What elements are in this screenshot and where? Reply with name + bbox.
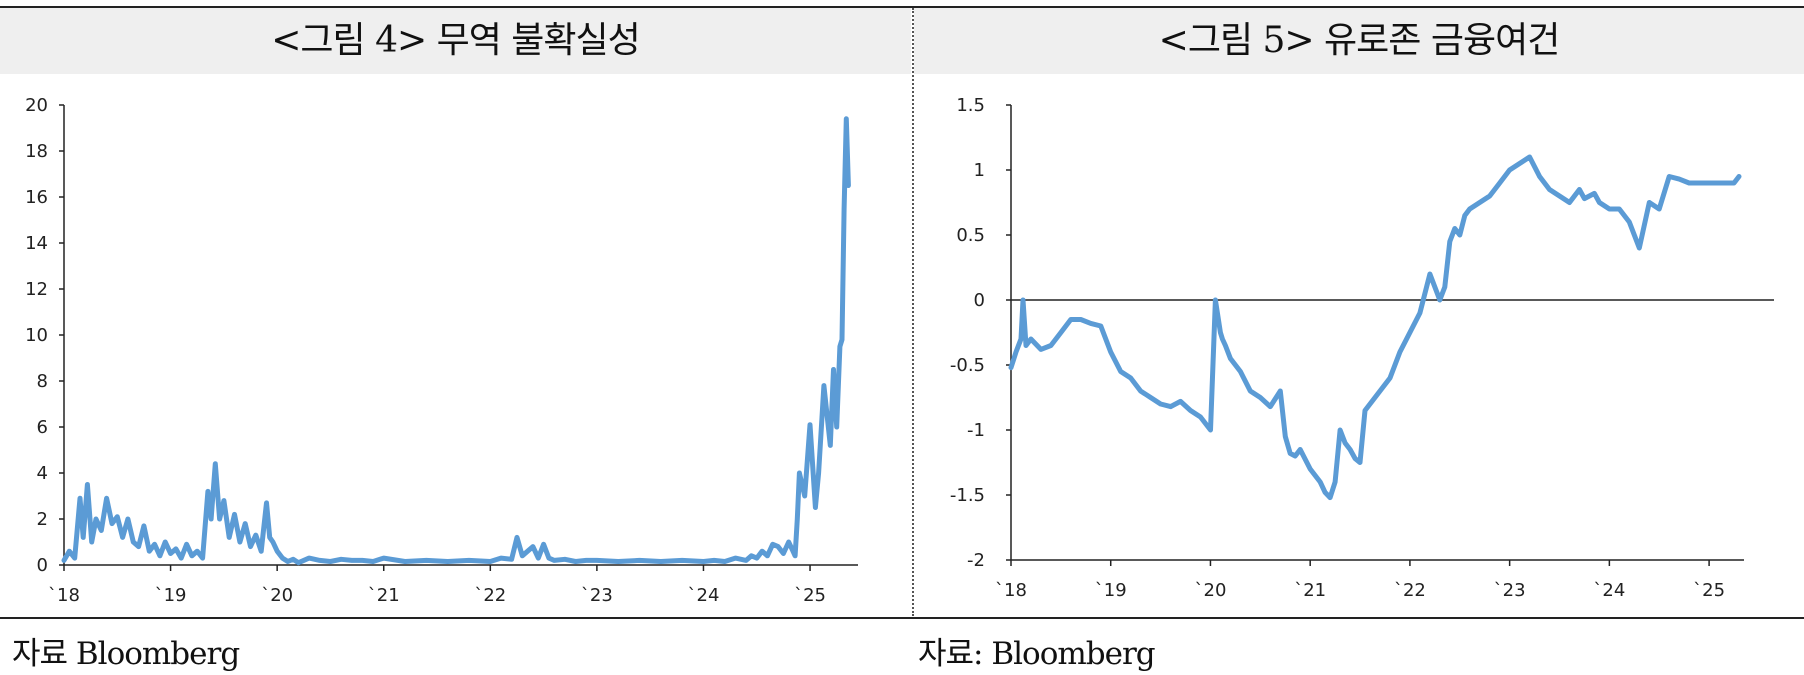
x-tick-label: `24 bbox=[1593, 580, 1625, 601]
panel-divider bbox=[912, 8, 914, 616]
top-rule bbox=[0, 6, 1804, 8]
chart-title-trade-uncertainty: <그림 4> 무역 불확실성 bbox=[271, 20, 641, 61]
chart-eurozone-financial-conditions: 1.5 1 0.5 0 -0.5 -1 -1.5 -2 `18 `19 `20 `21 `22 `23 `2… bbox=[950, 95, 1774, 601]
source-note-left: 자료 Bloomberg bbox=[12, 636, 240, 672]
x-tick-label: `22 bbox=[474, 585, 506, 606]
y-tick-label: 14 bbox=[25, 233, 48, 254]
x-tick-label: `18 bbox=[995, 580, 1027, 601]
x-tick-label: `18 bbox=[48, 585, 80, 606]
y-tick-label: 8 bbox=[37, 371, 48, 392]
y-tick-label: 20 bbox=[25, 95, 48, 116]
y-tick-label: 0.5 bbox=[956, 225, 985, 246]
y-tick-label: -2 bbox=[967, 550, 985, 571]
x-tick-label: `22 bbox=[1394, 580, 1426, 601]
y-tick-label: 0 bbox=[37, 555, 48, 576]
y-tick-label: 1.5 bbox=[956, 95, 985, 116]
y-tick-label: 10 bbox=[25, 325, 48, 346]
y-tick-label: 1 bbox=[974, 160, 985, 181]
y-tick-label: 2 bbox=[37, 509, 48, 530]
x-tick-label: `25 bbox=[1693, 580, 1725, 601]
series-line bbox=[61, 116, 851, 566]
y-tick-label: -0.5 bbox=[950, 355, 985, 376]
x-tick-label: `20 bbox=[261, 585, 293, 606]
title-band-left bbox=[0, 8, 911, 74]
y-tick-label: -1.5 bbox=[950, 485, 985, 506]
source-note-right: 자료: Bloomberg bbox=[918, 636, 1156, 672]
chart-title-eurozone-financial-conditions: <그림 5> 유로존 금융여건 bbox=[1158, 20, 1561, 61]
y-tick-label: -1 bbox=[967, 420, 985, 441]
x-tick-label: `19 bbox=[155, 585, 187, 606]
x-tick-label: `24 bbox=[688, 585, 720, 606]
x-tick-label: `19 bbox=[1095, 580, 1127, 601]
title-band-right bbox=[914, 8, 1804, 74]
series-line bbox=[1008, 154, 1742, 501]
chart-trade-uncertainty: 0 2 4 6 8 10 12 14 16 18 20 `18 `19 `20 `21 `22 `23 `24 `2… bbox=[25, 95, 858, 606]
x-tick-label: `20 bbox=[1195, 580, 1227, 601]
y-tick-label: 16 bbox=[25, 187, 48, 208]
x-tick-label: `23 bbox=[581, 585, 613, 606]
x-tick-label: `25 bbox=[794, 585, 826, 606]
bottom-rule bbox=[0, 617, 1804, 619]
y-tick-label: 4 bbox=[37, 463, 48, 484]
y-tick-label: 18 bbox=[25, 141, 48, 162]
y-tick-label: 0 bbox=[974, 290, 985, 311]
x-tick-label: `23 bbox=[1494, 580, 1526, 601]
x-tick-label: `21 bbox=[1294, 580, 1326, 601]
x-tick-label: `21 bbox=[368, 585, 400, 606]
y-tick-label: 12 bbox=[25, 279, 48, 300]
y-tick-label: 6 bbox=[37, 417, 48, 438]
